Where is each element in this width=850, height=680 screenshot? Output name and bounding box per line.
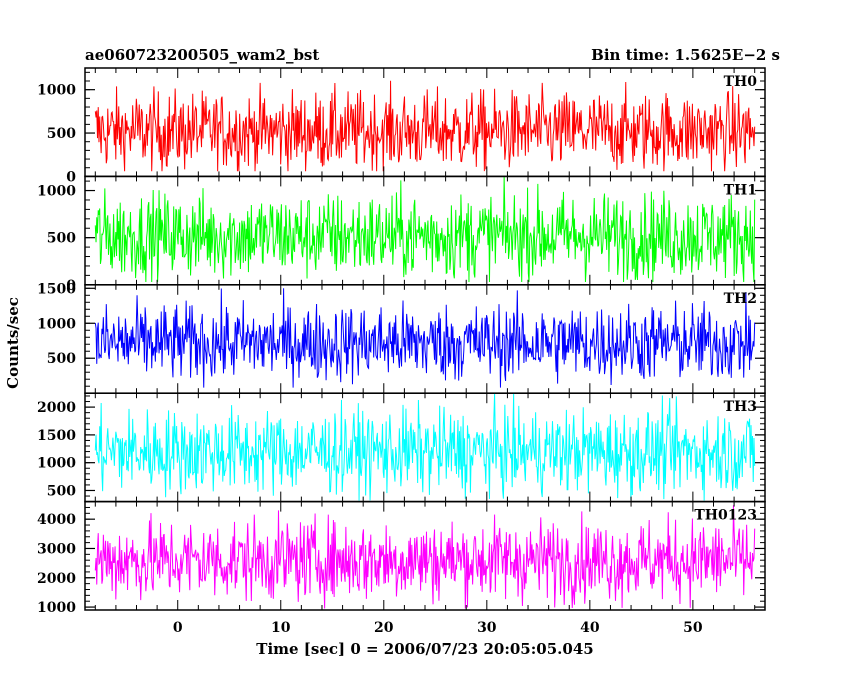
y-tick-label: 1000 (37, 316, 76, 332)
panel-th2: 500 1000 1500 TH2 (37, 281, 766, 394)
x-tick-label: 40 (580, 620, 600, 636)
y-tick-label: 500 (47, 126, 76, 142)
y-tick-label: 2000 (37, 571, 76, 587)
panel-th1: 0 500 1000 TH1 (37, 175, 766, 294)
y-tick-label: 1500 (37, 281, 76, 297)
y-tick-label: 4000 (37, 512, 76, 528)
y-tick-label: 1000 (37, 184, 76, 200)
x-tick-label: 10 (271, 620, 291, 636)
y-tick-label: 3000 (37, 541, 76, 557)
panel-th3: 500 1000 1500 2000 TH3 (37, 392, 766, 503)
series-th3 (94, 393, 756, 501)
y-tick-label: 1000 (37, 600, 76, 616)
x-tick-label: 50 (683, 620, 703, 636)
x-tick-label: 0 (173, 620, 183, 636)
y-tick-label: 500 (47, 231, 76, 247)
series-th0123 (94, 505, 756, 609)
y-tick-label: 2000 (37, 400, 76, 416)
series-th2 (94, 288, 756, 388)
y-tick-label: 1500 (37, 428, 76, 444)
series-th0 (94, 80, 756, 172)
y-tick-label: 1000 (37, 456, 76, 472)
y-tick-label: 500 (47, 483, 76, 499)
chart-title-left: ae060723200505_wam2_bst (85, 46, 319, 64)
panel-th0: 0 500 1000 TH0 (37, 67, 766, 185)
y-tick-label: 1000 (37, 83, 76, 99)
panel-label-th0123: TH0123 (694, 508, 757, 524)
y-tick-label: 0 (66, 278, 76, 294)
y-tick-label: 500 (47, 351, 76, 367)
panel-label-th3: TH3 (724, 399, 757, 415)
x-tick-label: 20 (374, 620, 394, 636)
chart-title-right: Bin time: 1.5625E−2 s (591, 46, 780, 64)
x-tick-label: 30 (477, 620, 497, 636)
panel-label-th2: TH2 (724, 291, 757, 307)
panel-label-th1: TH1 (724, 182, 757, 198)
y-axis-label: Counts/sec (4, 297, 22, 389)
y-tick-label: 0 (66, 169, 76, 185)
x-axis-label: Time [sec] 0 = 2006/07/23 20:05:05.045 (256, 640, 593, 658)
panel-label-th0: TH0 (724, 74, 758, 90)
panel-th0123: 1000 2000 3000 4000 TH0123 (37, 500, 766, 616)
series-th1 (94, 176, 756, 283)
